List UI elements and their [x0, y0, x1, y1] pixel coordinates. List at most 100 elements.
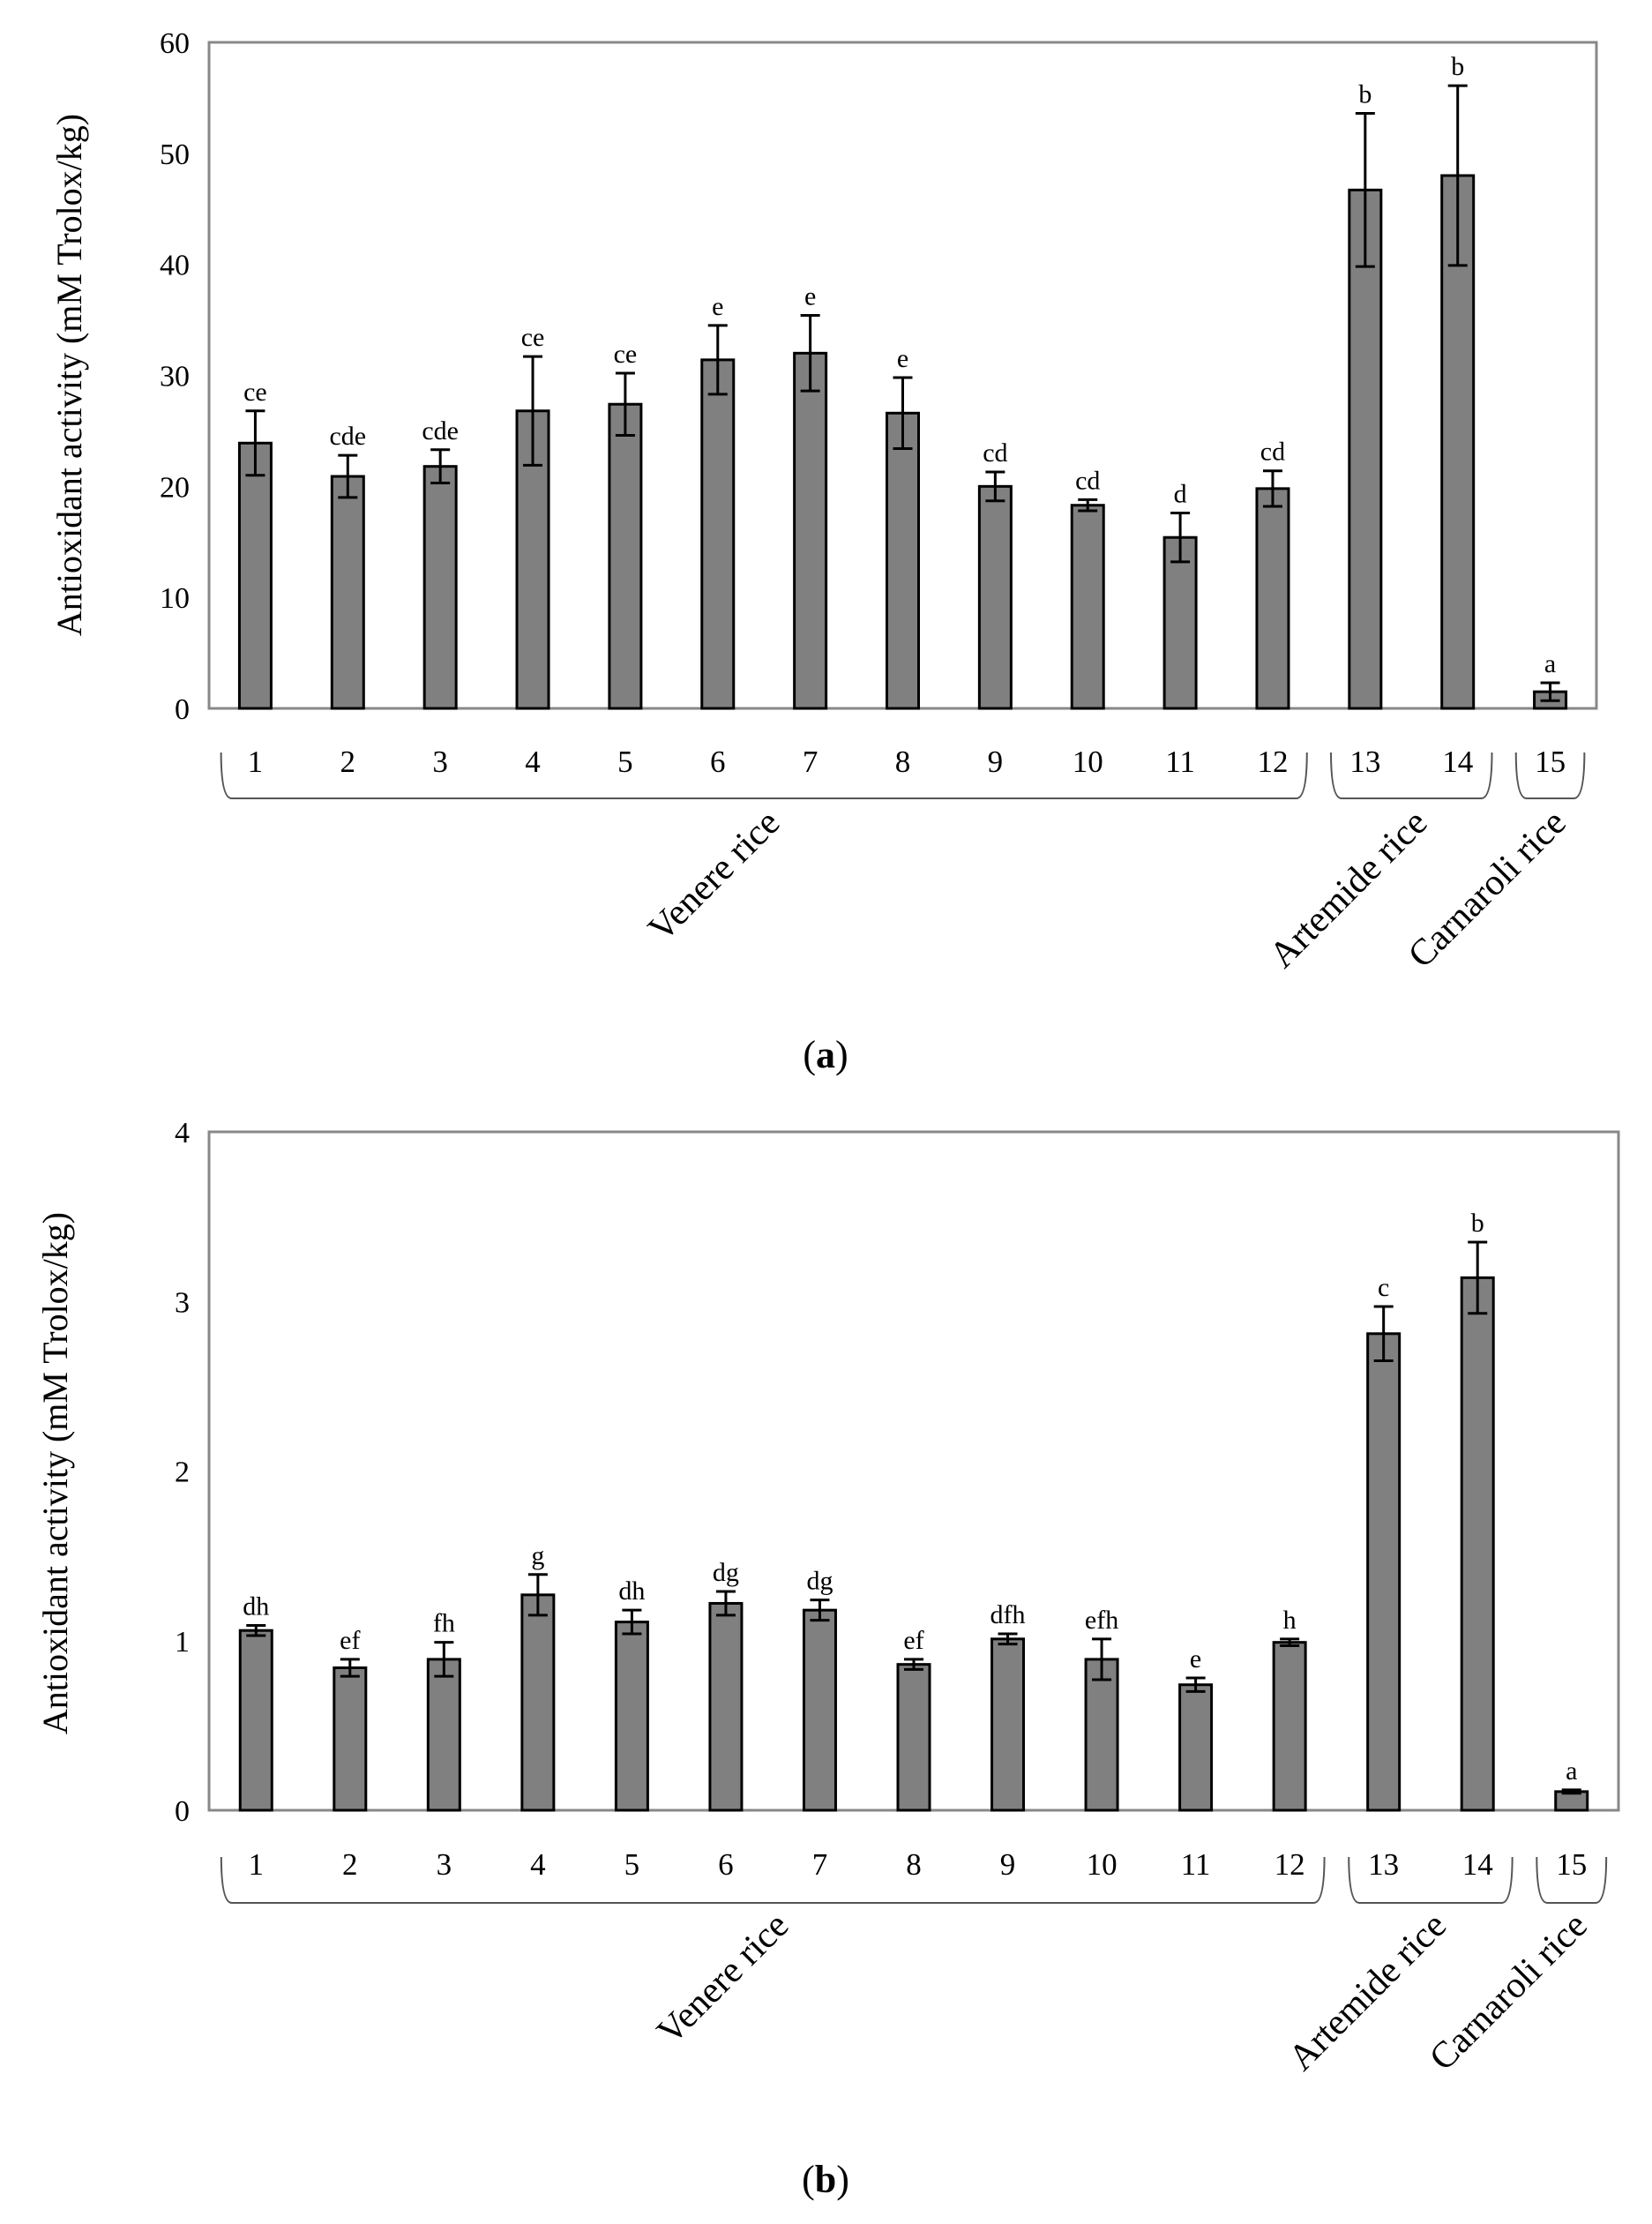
- significance-letter: ef: [340, 1626, 360, 1655]
- y-tick-label: 0: [175, 693, 190, 726]
- significance-letter: dfh: [990, 1600, 1026, 1629]
- significance-letter: ef: [903, 1626, 923, 1655]
- bar: [977, 484, 1013, 710]
- significance-letter: efh: [1085, 1606, 1118, 1635]
- significance-letter: dg: [713, 1558, 739, 1587]
- significance-letter: a: [1566, 1756, 1577, 1786]
- significance-letter: cde: [329, 422, 366, 451]
- significance-letter: dg: [806, 1567, 833, 1596]
- category-label: 10: [1087, 1847, 1118, 1882]
- category-label: 4: [525, 745, 541, 779]
- chart-panel-a: 0 10 20 30 40 50 60 Antioxidant activity (mM Tr…: [49, 27, 1598, 1076]
- bar: [238, 1629, 273, 1812]
- category-label: 6: [710, 745, 726, 779]
- group-label: Venere rice: [640, 803, 788, 950]
- significance-letter: h: [1283, 1606, 1297, 1635]
- y-axis-label: Antioxidant activity (mM Trolox/kg): [35, 1212, 75, 1734]
- category-label: 3: [437, 1847, 452, 1882]
- bar: [1460, 1276, 1495, 1812]
- significance-letter: cd: [1075, 466, 1100, 495]
- bar: [1348, 188, 1383, 710]
- bar: [1366, 1332, 1402, 1812]
- significance-letter: e: [1190, 1644, 1201, 1674]
- category-label: 7: [803, 745, 819, 779]
- bar: [426, 1658, 461, 1812]
- y-axis-label: Antioxidant activity (mM Trolox/kg): [49, 114, 89, 636]
- category-label: 14: [1442, 745, 1473, 779]
- panel-caption: (a): [803, 1033, 848, 1076]
- significance-letter: fh: [433, 1609, 455, 1638]
- y-tick-label: 10: [160, 582, 190, 615]
- significance-letter: dh: [618, 1576, 645, 1606]
- bar: [793, 351, 828, 710]
- category-label: 6: [718, 1847, 734, 1882]
- category-label: 15: [1535, 745, 1566, 779]
- bar: [422, 465, 458, 710]
- significance-letter: b: [1358, 80, 1372, 109]
- significance-letter: cde: [422, 416, 459, 446]
- panel-letter: b: [815, 2158, 836, 2201]
- category-label: 12: [1257, 745, 1288, 779]
- significance-letter: c: [1378, 1273, 1389, 1302]
- bar: [700, 358, 736, 710]
- category-label: 5: [617, 745, 633, 779]
- significance-letter: ce: [243, 378, 267, 407]
- category-label: 4: [530, 1847, 546, 1882]
- y-tick-label: 30: [160, 361, 190, 393]
- bar: [237, 441, 273, 710]
- panel-letter: a: [816, 1033, 835, 1076]
- bar: [1178, 1683, 1214, 1812]
- category-label: 12: [1275, 1847, 1305, 1882]
- significance-letter: dh: [243, 1591, 269, 1621]
- y-tick-label: 1: [175, 1626, 190, 1659]
- bar: [330, 475, 365, 710]
- bar: [802, 1608, 837, 1812]
- y-tick-label: 20: [160, 471, 190, 504]
- significance-letter: cd: [1260, 438, 1285, 467]
- category-label: 1: [249, 1847, 265, 1882]
- bar: [333, 1666, 368, 1812]
- category-label: 2: [340, 745, 356, 779]
- bar: [896, 1663, 931, 1812]
- significance-letter: g: [531, 1541, 544, 1570]
- significance-letter: ce: [614, 340, 638, 369]
- group-bracket: [220, 1856, 1326, 1904]
- bar: [1272, 1641, 1307, 1812]
- category-label: 3: [432, 745, 448, 779]
- bar: [1162, 535, 1198, 710]
- group-label: Venere rice: [649, 1906, 796, 2053]
- bar: [1084, 1658, 1119, 1812]
- significance-letter: e: [804, 282, 816, 311]
- significance-letter: e: [712, 292, 723, 321]
- y-tick-label: 40: [160, 250, 190, 282]
- y-tick-label: 2: [175, 1456, 190, 1489]
- significance-letter: d: [1174, 480, 1187, 509]
- category-label: 11: [1165, 745, 1195, 779]
- category-label: 13: [1349, 745, 1380, 779]
- category-label: 7: [812, 1847, 828, 1882]
- y-tick-label: 0: [175, 1795, 190, 1828]
- category-label: 2: [342, 1847, 358, 1882]
- category-label: 8: [906, 1847, 922, 1882]
- category-label: 15: [1556, 1847, 1587, 1882]
- bar: [990, 1637, 1026, 1812]
- bar: [886, 411, 920, 710]
- bar: [614, 1621, 649, 1812]
- significance-letter: b: [1451, 52, 1464, 81]
- group-bracket: [1330, 752, 1493, 799]
- category-label: 9: [988, 745, 1004, 779]
- bar: [520, 1593, 556, 1812]
- significance-letter: ce: [521, 323, 545, 352]
- significance-letter: a: [1544, 649, 1556, 678]
- category-label: 8: [895, 745, 911, 779]
- bar: [1070, 504, 1105, 710]
- bar: [1255, 487, 1290, 710]
- bar: [608, 402, 643, 710]
- group-bracket: [1536, 1856, 1608, 1904]
- group-bracket: [220, 752, 1308, 799]
- group-bracket: [1514, 752, 1586, 799]
- group-bracket: [1348, 1856, 1514, 1904]
- category-label: 10: [1073, 745, 1103, 779]
- category-label: 14: [1462, 1847, 1493, 1882]
